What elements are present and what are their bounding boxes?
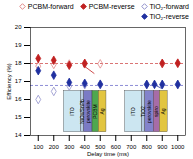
svg-text:ITO: ITO — [130, 107, 136, 115]
svg-text:1000: 1000 — [171, 144, 185, 150]
svg-text:14: 14 — [15, 132, 22, 138]
svg-text:900: 900 — [157, 144, 168, 150]
html-text:PCBM-forward: PCBM-forward — [27, 3, 74, 10]
svg-text:20: 20 — [15, 24, 22, 30]
svg-text:300: 300 — [64, 144, 75, 150]
svg-text:100: 100 — [33, 144, 44, 150]
svg-text:200: 200 — [49, 144, 60, 150]
svg-text:19: 19 — [15, 42, 22, 48]
svg-text:ITO: ITO — [69, 107, 75, 115]
html-text:PCBM-reverse: PCBM-reverse — [88, 3, 135, 10]
svg-text:perovskite: perovskite — [85, 100, 91, 123]
svg-text:NiOx/SnPb: NiOx/SnPb — [79, 99, 85, 124]
svg-text:spiro: spiro — [153, 106, 159, 117]
svg-text:Ag: Ag — [99, 108, 105, 114]
svg-text:700: 700 — [126, 144, 137, 150]
svg-text:Ag: Ag — [160, 108, 166, 114]
svg-text:perovskite: perovskite — [146, 100, 152, 123]
svg-text:Delay time (ms): Delay time (ms) — [87, 151, 129, 157]
html-text:TiO₂-forward: TiO₂-forward — [149, 3, 189, 10]
svg-text:18: 18 — [15, 60, 22, 66]
svg-text:600: 600 — [111, 144, 122, 150]
svg-text:Efficiency (%): Efficiency (%) — [6, 63, 12, 100]
svg-text:400: 400 — [80, 144, 91, 150]
svg-text:500: 500 — [95, 144, 106, 150]
svg-text:800: 800 — [142, 144, 153, 150]
svg-text:PCBM: PCBM — [92, 104, 98, 118]
svg-text:15: 15 — [15, 114, 22, 120]
html-text:TiO₂-reverse: TiO₂-reverse — [149, 13, 189, 20]
svg-text:TiO2: TiO2 — [140, 106, 147, 117]
svg-text:17: 17 — [15, 78, 22, 84]
svg-text:16: 16 — [15, 96, 22, 102]
